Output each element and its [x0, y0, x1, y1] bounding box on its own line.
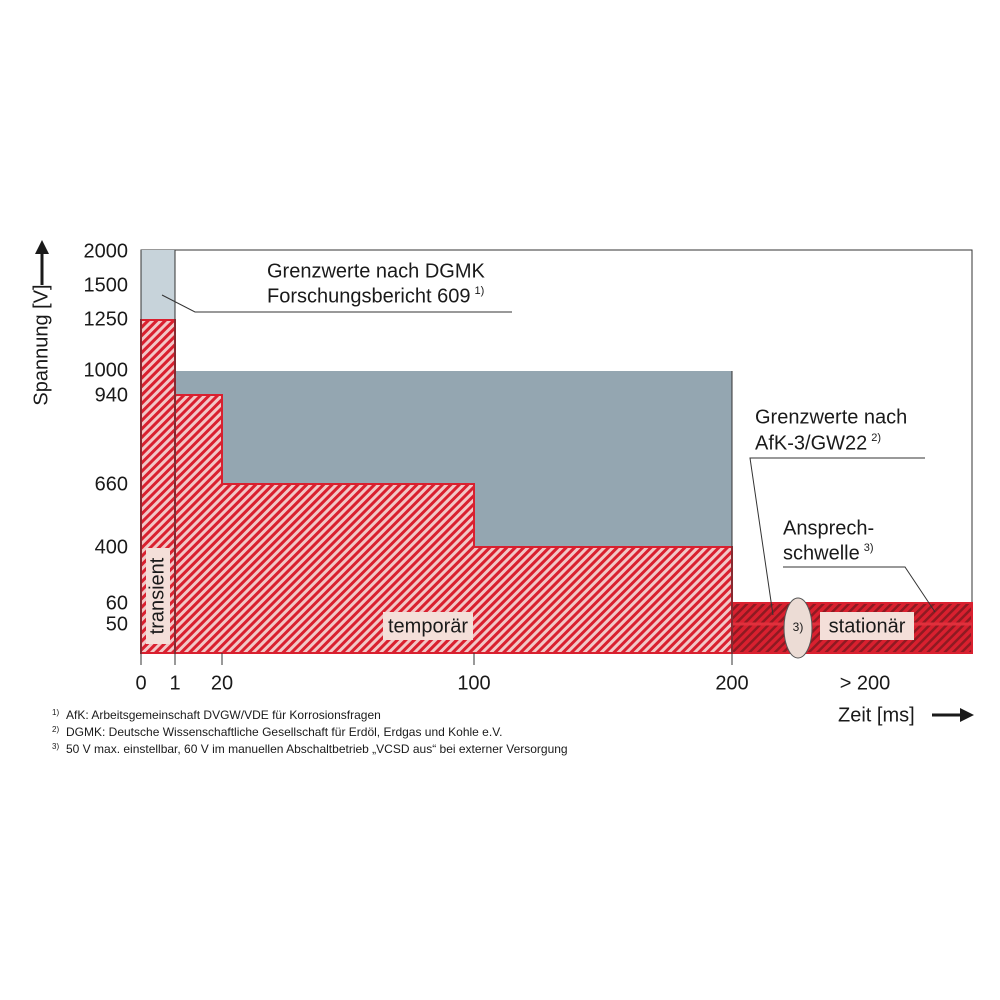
footnote-mark: 1)	[52, 708, 59, 717]
annotations: Grenzwerte nach DGMK Forschungsbericht 6…	[161, 260, 936, 616]
annotation: Forschungsbericht 609	[267, 285, 470, 307]
plot: transient temporär stationär 3)	[140, 249, 973, 665]
y-tick-label: 60	[106, 592, 128, 614]
x-tick-label: 0	[135, 672, 146, 694]
y-tick-label: 400	[95, 536, 128, 558]
leader-line	[783, 566, 936, 613]
footnotes: 1) AfK: Arbeitsgemeinschaft DVGW/VDE für…	[52, 708, 568, 756]
y-tick-label: 1250	[84, 308, 129, 330]
y-tick-label: 940	[95, 384, 128, 406]
y-tick-label: 50	[106, 613, 128, 635]
footnote: 50 V max. einstellbar, 60 V im manuellen…	[66, 742, 568, 756]
x-ticks: 0 1 20 100 200 > 200 Zeit [ms]	[135, 672, 974, 726]
footnote-ref: 3)	[864, 542, 874, 554]
leader-line	[749, 457, 925, 616]
y-tick-label: 1500	[84, 274, 129, 296]
marker-label: 3)	[793, 620, 804, 634]
y-arrow-head	[35, 240, 49, 254]
y-tick-label: 2000	[84, 240, 129, 262]
footnote-mark: 3)	[52, 742, 59, 751]
label-box	[820, 612, 914, 640]
annotation: AfK-3/GW22	[755, 432, 867, 454]
footnote-ref: 1)	[474, 285, 484, 297]
x-axis-title: Zeit [ms]	[838, 704, 915, 726]
temporary-area	[174, 394, 733, 654]
footnote: AfK: Arbeitsgemeinschaft DVGW/VDE für Ko…	[66, 708, 381, 722]
region-label: stationär	[829, 615, 906, 637]
region-label: transient	[146, 557, 168, 634]
x-tick-label: 1	[169, 672, 180, 694]
annotation: Ansprech-	[783, 517, 874, 539]
footnote-mark: 2)	[52, 725, 59, 734]
label-box	[146, 548, 170, 644]
region-label: temporär	[388, 615, 468, 637]
x-tick-label: 200	[715, 672, 748, 694]
x-tick-label: 100	[457, 672, 490, 694]
y-tick-label: 1000	[84, 359, 129, 381]
annotation: schwelle	[783, 542, 860, 564]
footnote-ref: 2)	[871, 432, 881, 444]
x-tick-label: > 200	[840, 672, 891, 694]
y-ticks: 2000 1500 1250 1000 940 660 400 60 50 Sp…	[30, 240, 128, 635]
x-tick-label: 20	[211, 672, 233, 694]
y-tick-label: 660	[95, 473, 128, 495]
label-box	[383, 612, 473, 640]
footnote: DGMK: Deutsche Wissenschaftliche Gesells…	[66, 725, 502, 739]
marker	[783, 597, 813, 659]
annotation: Grenzwerte nach	[755, 406, 907, 428]
leader-line	[161, 294, 512, 313]
x-arrow-head	[960, 708, 974, 722]
annotation: Grenzwerte nach DGMK	[267, 260, 486, 282]
y-axis-title: Spannung [V]	[30, 284, 52, 405]
